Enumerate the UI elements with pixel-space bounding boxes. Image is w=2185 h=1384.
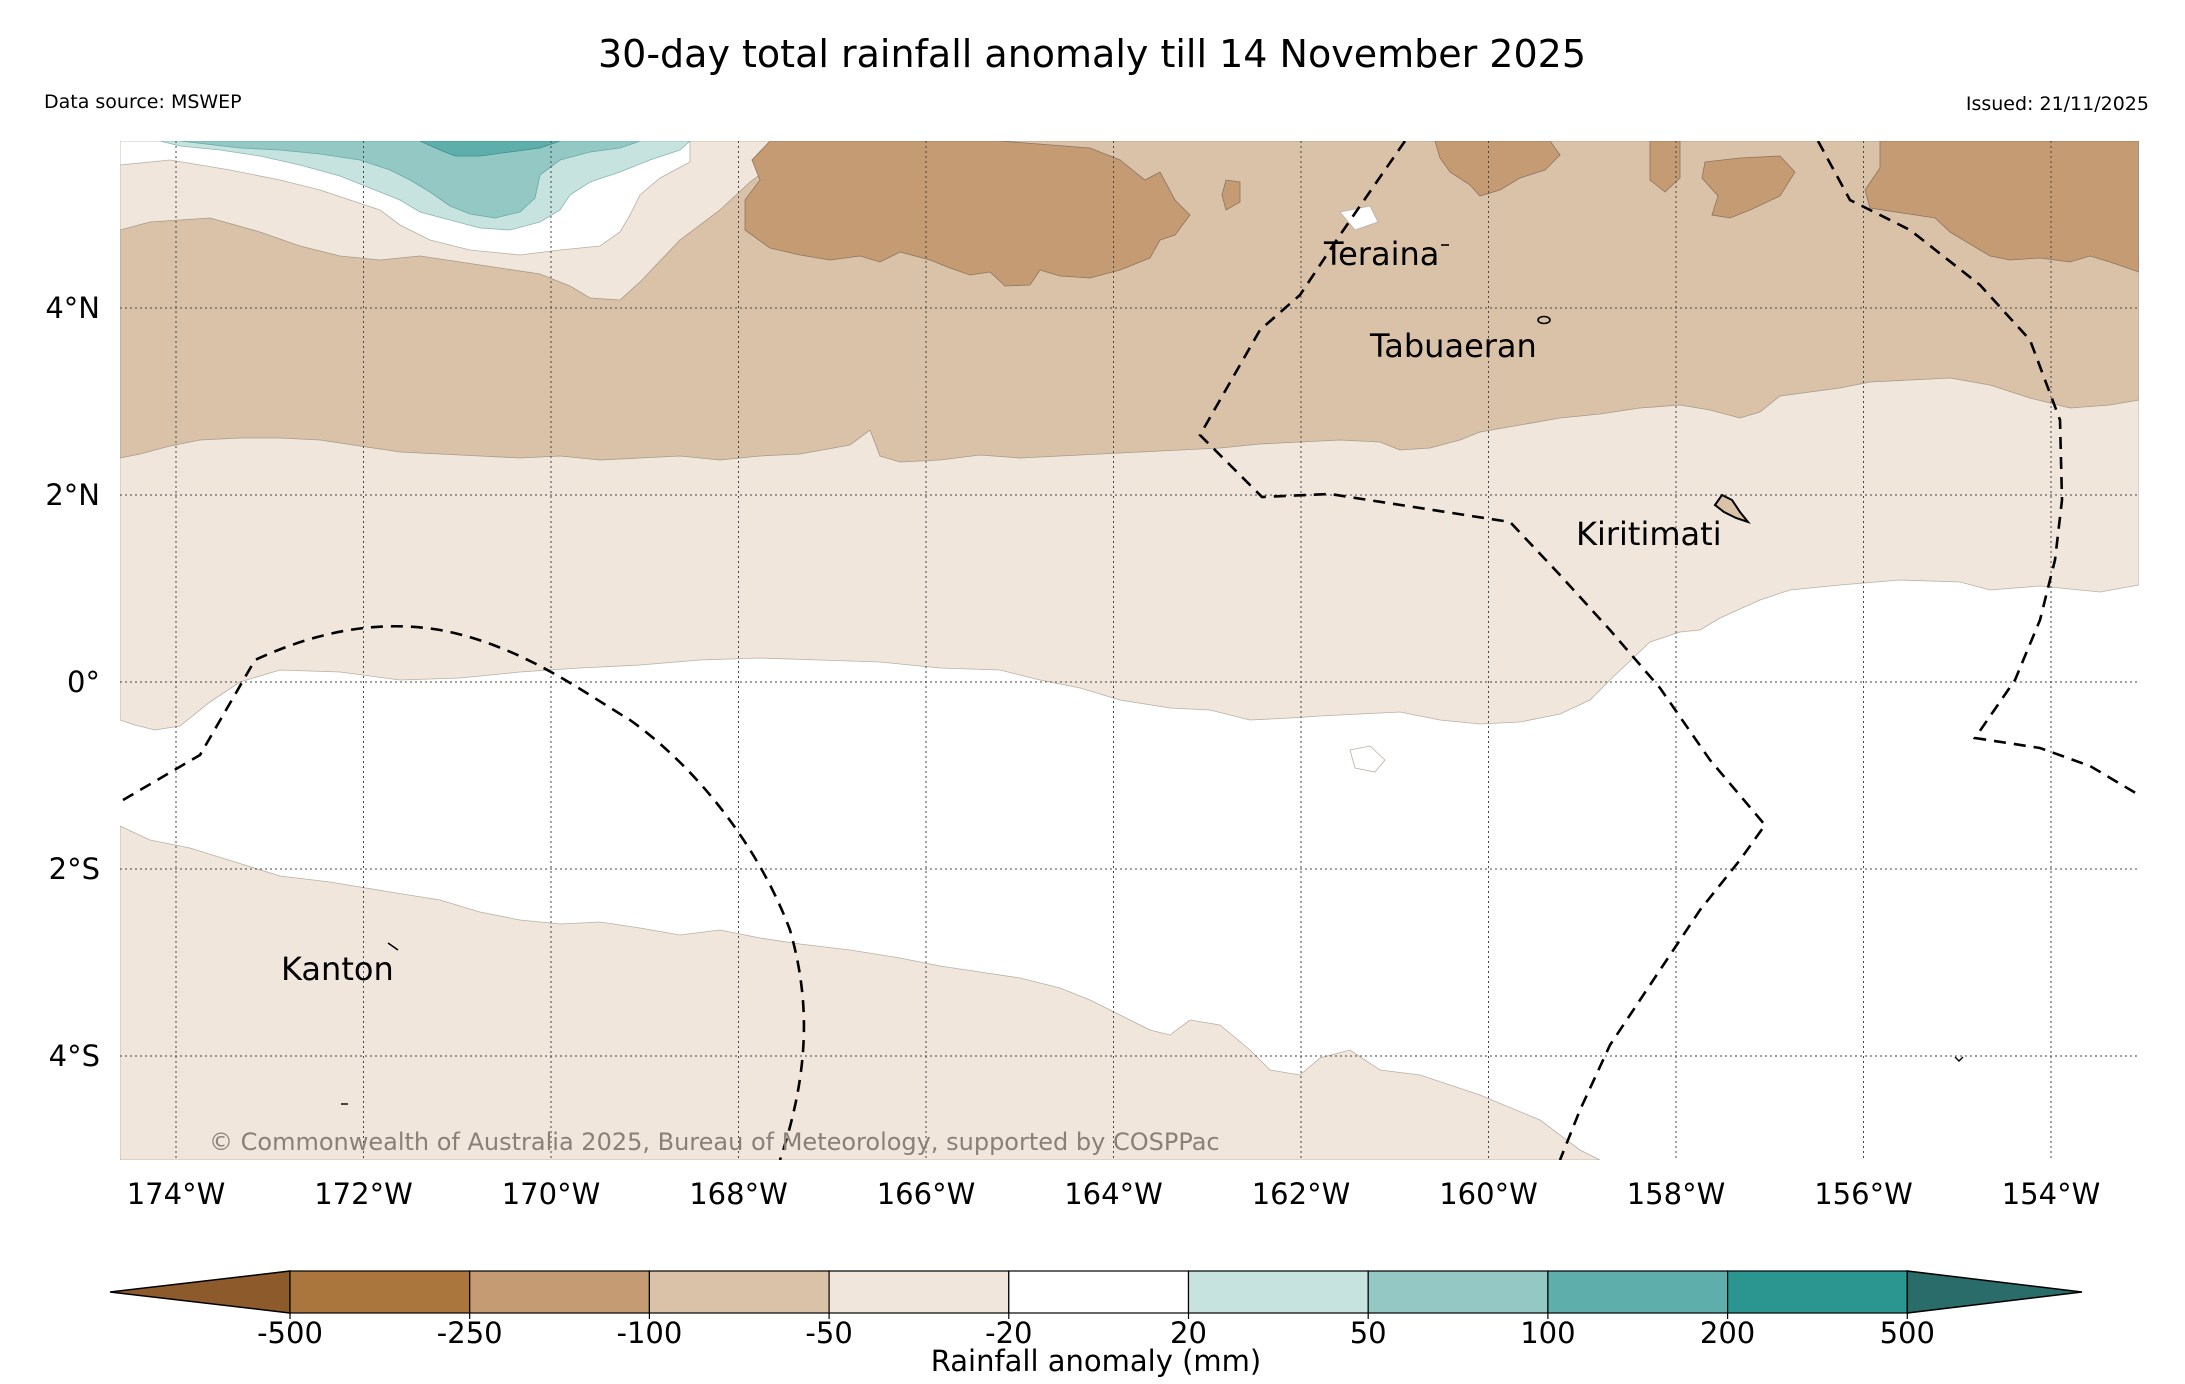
colorbar-segment: [1547, 1270, 1729, 1314]
longitude-tick-label: 164°W: [1064, 1177, 1163, 1211]
longitude-tick-label: 156°W: [1814, 1177, 1913, 1211]
eez-boundary-phoenix: [122, 625, 806, 1160]
place-label-kiritimati: Kiritimati: [1576, 515, 1722, 553]
colorbar-tick-label: 200: [1700, 1316, 1755, 1350]
colorbar-extend-low: [109, 1270, 291, 1314]
island-outline-east: [1954, 1056, 1964, 1062]
anomaly-patch-wet-nw-moderate: [179, 141, 641, 219]
latitude-tick-label: 4°S: [49, 1039, 100, 1073]
colorbar-tick-label: -50: [805, 1316, 852, 1350]
eez-boundaries: [122, 141, 2139, 1160]
longitude-tick-label: 154°W: [2002, 1177, 2101, 1211]
place-label-tabuaeran: Tabuaeran: [1369, 327, 1537, 365]
place-label-teraina: Teraina: [1323, 235, 1439, 273]
anomaly-patch-dry-small: [1701, 155, 1796, 219]
colorbar-segment: [648, 1270, 830, 1314]
colorbar-extend-high: [1906, 1270, 2083, 1314]
kiritimati-island-outline: [1713, 493, 1751, 525]
copyright-notice: © Commonwealth of Australia 2025, Bureau…: [209, 1128, 1220, 1156]
graticule: [120, 141, 2139, 1160]
longitude-tick-label: 160°W: [1439, 1177, 1538, 1211]
kanton-island-outline: [387, 942, 399, 951]
colorbar-tick-label: 20: [1170, 1316, 1207, 1350]
longitude-tick-label: 166°W: [877, 1177, 976, 1211]
anomaly-patch-dry-west: [744, 141, 1191, 287]
tabuaeran-island-outline: [1537, 315, 1551, 325]
anomaly-patch-dry-central: [1649, 141, 1681, 193]
colorbar-segment: [1187, 1270, 1369, 1314]
figure-title: 30-day total rainfall anomaly till 14 No…: [598, 32, 1586, 76]
latitude-tick-label: 2°N: [45, 478, 100, 512]
anomaly-patch-wet-nw-strong: [419, 141, 561, 157]
anomaly-band-north-moderate-dry: [120, 141, 2139, 463]
colorbar-tick-label: -500: [257, 1316, 323, 1350]
anomaly-band-south-dry: [120, 825, 1601, 1160]
colorbar-tick-label: -250: [437, 1316, 503, 1350]
colorbar-segment: [1367, 1270, 1549, 1314]
longitude-tick-label: 158°W: [1627, 1177, 1726, 1211]
colorbar-tick-label: -20: [985, 1316, 1032, 1350]
data-source-label: Data source: MSWEP: [44, 91, 242, 113]
colorbar-label: Rainfall anomaly (mm): [931, 1344, 1262, 1378]
colorbar-segment: [828, 1270, 1010, 1314]
colorbar-segment: [469, 1270, 651, 1314]
issued-date-label: Issued: 21/11/2025: [1966, 93, 2149, 115]
anomaly-patch-dry-teraina: [1434, 141, 1561, 197]
eez-boundary-line-islands-east: [1816, 141, 2139, 797]
longitude-tick-label: 162°W: [1252, 1177, 1351, 1211]
latitude-tick-label: 2°S: [49, 852, 100, 886]
anomaly-patch-dry-east: [1864, 141, 2139, 273]
longitude-tick-label: 170°W: [502, 1177, 601, 1211]
eez-boundary-line-islands-west: [1198, 141, 1767, 1160]
colorbar-segment: [289, 1270, 471, 1314]
latitude-tick-labels: 4°N 2°N 0° 2°S 4°S: [45, 291, 100, 1073]
colorbar-tick-label: 100: [1520, 1316, 1575, 1350]
longitude-tick-label: 168°W: [689, 1177, 788, 1211]
latitude-tick-label: 4°N: [45, 291, 100, 325]
latitude-tick-label: 0°: [67, 665, 100, 699]
colorbar: [109, 1270, 2083, 1314]
colorbar-segment: [1008, 1270, 1190, 1314]
colorbar-tick-labels: -500 -250 -100 -50 -20 20 50 100 200 500: [257, 1313, 1935, 1350]
longitude-tick-label: 174°W: [127, 1177, 226, 1211]
colorbar-tick-label: 500: [1880, 1316, 1935, 1350]
longitude-tick-label: 172°W: [314, 1177, 413, 1211]
colorbar-segment: [1726, 1270, 1908, 1314]
map-panel: Teraina Tabuaeran Kiritimati Kanton © Co…: [45, 141, 2139, 1211]
colorbar-tick-label: 50: [1350, 1316, 1387, 1350]
place-label-kanton: Kanton: [281, 950, 394, 988]
anomaly-patch-dry-spot: [1221, 179, 1241, 211]
longitude-tick-labels: 174°W 172°W 170°W 168°W 166°W 164°W 162°W 160°W…: [127, 1177, 2101, 1211]
anomaly-patch-near-normal-1: [1349, 745, 1386, 773]
colorbar-tick-label: -100: [616, 1316, 682, 1350]
